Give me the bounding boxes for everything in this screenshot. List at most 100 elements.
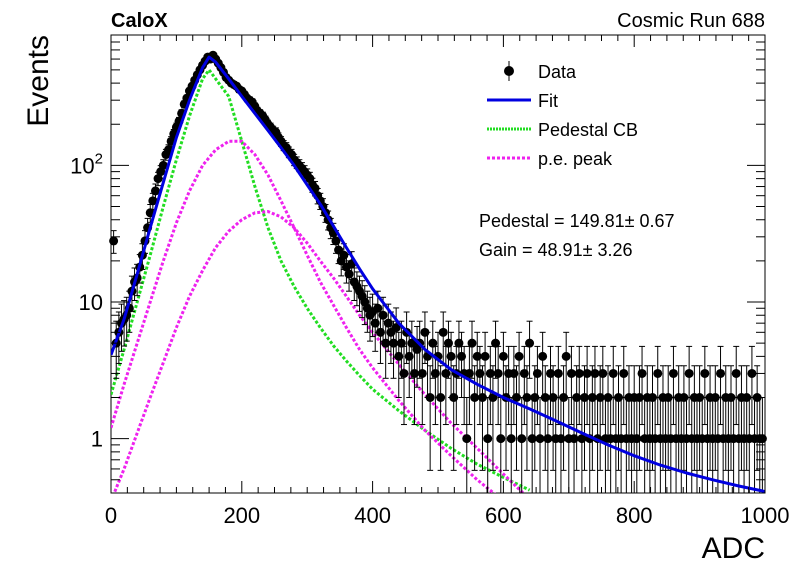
legend: Data Fit Pedestal CB p.e. peak bbox=[487, 61, 638, 169]
data-point bbox=[425, 393, 435, 403]
data-point bbox=[428, 338, 438, 348]
header-right: Cosmic Run 688 bbox=[617, 10, 765, 32]
data-point bbox=[462, 434, 472, 444]
data-point bbox=[561, 351, 571, 361]
data-point bbox=[731, 368, 741, 378]
data-point bbox=[443, 338, 453, 348]
data-point bbox=[370, 318, 380, 328]
data-point bbox=[566, 368, 576, 378]
data-point bbox=[684, 368, 694, 378]
data-point bbox=[493, 368, 503, 378]
data-point bbox=[391, 323, 401, 333]
data-point bbox=[488, 393, 498, 403]
data-point bbox=[158, 160, 168, 170]
data-point bbox=[339, 250, 349, 260]
data-point bbox=[344, 269, 354, 279]
data-point bbox=[509, 368, 519, 378]
legend-label-data: Data bbox=[538, 62, 577, 82]
y-axis-title: Events bbox=[22, 35, 55, 127]
x-tick-label: 0 bbox=[105, 503, 117, 528]
data-point bbox=[653, 368, 663, 378]
data-point bbox=[496, 434, 506, 444]
data-point bbox=[430, 368, 440, 378]
data-point bbox=[394, 351, 404, 361]
x-tick-label: 800 bbox=[616, 503, 653, 528]
annotation-gain_value: Gain = 48.91± 3.26 bbox=[479, 240, 633, 260]
data-point bbox=[506, 434, 516, 444]
y-tick-label: 10 bbox=[79, 290, 103, 315]
data-point bbox=[396, 338, 406, 348]
y-tick-label: 102 bbox=[70, 150, 103, 178]
data-point bbox=[467, 338, 477, 348]
legend-label-fit: Fit bbox=[538, 91, 558, 111]
data-point bbox=[438, 327, 448, 337]
data-point bbox=[608, 368, 618, 378]
data-point bbox=[491, 338, 501, 348]
legend-label-pedestal: Pedestal CB bbox=[538, 120, 638, 140]
x-tick-label: 600 bbox=[485, 503, 522, 528]
data-point bbox=[375, 327, 385, 337]
data-point bbox=[472, 351, 482, 361]
data-point bbox=[417, 368, 427, 378]
data-point bbox=[582, 368, 592, 378]
pe-peak-curve-2 bbox=[112, 210, 526, 493]
data-point bbox=[407, 338, 417, 348]
data-point bbox=[538, 351, 548, 361]
data-point bbox=[532, 368, 542, 378]
data-point bbox=[436, 393, 446, 403]
data-point bbox=[519, 368, 529, 378]
data-point bbox=[449, 393, 459, 403]
data-point bbox=[716, 368, 726, 378]
data-point bbox=[700, 368, 710, 378]
data-point bbox=[637, 368, 647, 378]
data-point bbox=[517, 434, 527, 444]
data-point bbox=[389, 338, 399, 348]
data-point bbox=[619, 368, 629, 378]
data-point bbox=[522, 393, 532, 403]
legend-data-marker bbox=[504, 66, 514, 76]
data-point bbox=[574, 368, 584, 378]
data-point bbox=[569, 434, 579, 444]
data-point bbox=[590, 368, 600, 378]
data-point bbox=[441, 368, 451, 378]
x-tick-label: 1000 bbox=[741, 503, 790, 528]
data-point bbox=[457, 351, 467, 361]
data-point bbox=[527, 434, 537, 444]
data-point bbox=[498, 351, 508, 361]
data-point bbox=[598, 368, 608, 378]
data-point bbox=[535, 434, 545, 444]
data-point bbox=[381, 338, 391, 348]
data-point bbox=[373, 303, 383, 313]
data-point bbox=[378, 310, 388, 320]
annotation-pedestal_value: Pedestal = 149.81± 0.67 bbox=[479, 211, 675, 231]
data-point bbox=[632, 434, 642, 444]
data-point bbox=[545, 368, 555, 378]
data-point bbox=[485, 368, 495, 378]
data-point bbox=[553, 368, 563, 378]
fit-curve bbox=[111, 55, 765, 493]
x-axis-title: ADC bbox=[702, 532, 765, 565]
x-tick-label: 400 bbox=[354, 503, 391, 528]
y-tick-label-base: 10 bbox=[70, 153, 94, 178]
data-point bbox=[404, 351, 414, 361]
x-tick-label: 200 bbox=[223, 503, 260, 528]
data-point bbox=[668, 368, 678, 378]
annotations: Pedestal = 149.81± 0.67 Gain = 48.91± 3.2… bbox=[479, 211, 675, 260]
data-point bbox=[525, 338, 535, 348]
data-point bbox=[514, 351, 524, 361]
data-point bbox=[480, 351, 490, 361]
pedestal-curve bbox=[111, 68, 531, 492]
y-tick-label: 1 bbox=[91, 427, 103, 452]
pe-peak-curve-1 bbox=[111, 139, 496, 493]
header-left: CaloX bbox=[111, 10, 168, 32]
data-point bbox=[556, 434, 566, 444]
data-point bbox=[747, 368, 757, 378]
data-point bbox=[383, 318, 393, 328]
data-point bbox=[399, 368, 409, 378]
data-point bbox=[109, 236, 119, 246]
data-point bbox=[483, 434, 493, 444]
data-point bbox=[409, 368, 419, 378]
